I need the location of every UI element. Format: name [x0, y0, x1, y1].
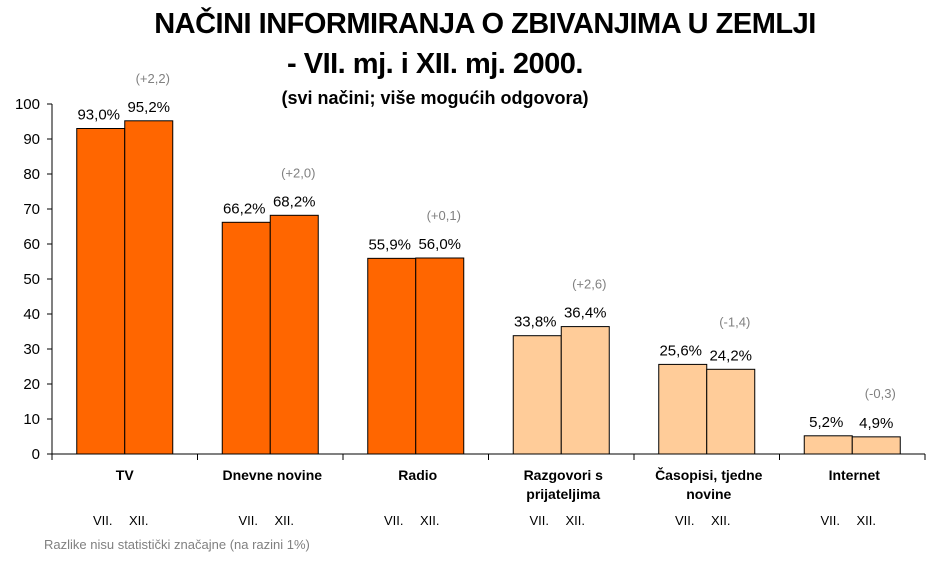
category-label: Radio — [398, 467, 437, 483]
series-label-vii: VII. — [675, 513, 695, 528]
bar-xii — [124, 120, 174, 455]
difference-label: (+2,2) — [136, 71, 170, 86]
series-label-vii: VII. — [93, 513, 113, 528]
y-tick-label: 80 — [23, 166, 40, 183]
series-label-xii: XII. — [565, 513, 585, 528]
footnote: Razlike nisu statistički značajne (na ra… — [44, 537, 310, 552]
category-label: Razgovori s — [524, 467, 604, 483]
series-label-xii: XII. — [129, 513, 149, 528]
y-tick-label: 10 — [23, 411, 40, 428]
bar-xii — [560, 326, 610, 455]
difference-label: (+2,6) — [572, 277, 606, 292]
y-tick-label: 90 — [23, 131, 40, 148]
data-label: 66,2% — [223, 200, 266, 217]
chart-title: NAČINI INFORMIRANJA O ZBIVANJIMA U ZEMLJ… — [154, 8, 816, 40]
y-tick-label: 100 — [15, 96, 40, 113]
category-label: TV — [116, 467, 135, 483]
bar-vii — [367, 257, 417, 455]
category-label: Internet — [829, 467, 881, 483]
chart-subtitle: (svi načini; više mogućih odgovora) — [281, 88, 589, 108]
category-label: novine — [686, 486, 731, 502]
chart-title-line-2: - VII. mj. i XII. mj. 2000. — [287, 48, 583, 80]
bar-vii — [658, 363, 708, 455]
data-label: 68,2% — [273, 193, 316, 210]
series-label-xii: XII. — [274, 513, 294, 528]
category-label: Dnevne novine — [222, 467, 322, 483]
data-label: 55,9% — [368, 236, 411, 253]
series-label-vii: VII. — [820, 513, 840, 528]
bar-vii — [512, 335, 562, 455]
data-label: 5,2% — [809, 414, 843, 431]
data-label: 56,0% — [418, 236, 461, 253]
data-label: 33,8% — [514, 314, 557, 331]
difference-label: (+0,1) — [427, 208, 461, 223]
series-label-vii: VII. — [384, 513, 404, 528]
y-tick-label: 70 — [23, 201, 40, 218]
bar-xii — [851, 436, 901, 455]
data-label: 24,2% — [709, 347, 752, 364]
bar-xii — [415, 257, 465, 455]
data-label: 4,9% — [859, 415, 893, 432]
bar-xii — [706, 368, 756, 455]
difference-label: (-1,4) — [719, 314, 750, 329]
y-tick-label: 30 — [23, 341, 40, 358]
series-label-xii: XII. — [856, 513, 876, 528]
category-label: prijateljima — [526, 486, 600, 502]
data-label: 93,0% — [77, 107, 120, 124]
y-tick-label: 0 — [32, 446, 40, 463]
difference-label: (-0,3) — [865, 386, 896, 401]
category-label: Časopisi, tjedne — [655, 466, 763, 483]
y-tick-label: 40 — [23, 306, 40, 323]
series-label-xii: XII. — [711, 513, 731, 528]
bar-vii — [76, 128, 126, 455]
data-label: 25,6% — [659, 342, 702, 359]
bar-vii — [221, 221, 271, 455]
bar-vii — [803, 435, 853, 455]
bar-xii — [269, 214, 319, 455]
y-tick-label: 50 — [23, 271, 40, 288]
y-tick-label: 20 — [23, 376, 40, 393]
series-label-xii: XII. — [420, 513, 440, 528]
series-label-vii: VII. — [529, 513, 549, 528]
series-label-vii: VII. — [238, 513, 258, 528]
difference-label: (+2,0) — [281, 165, 315, 180]
y-tick-label: 60 — [23, 236, 40, 253]
data-label: 95,2% — [127, 99, 170, 116]
data-label: 36,4% — [564, 305, 607, 322]
